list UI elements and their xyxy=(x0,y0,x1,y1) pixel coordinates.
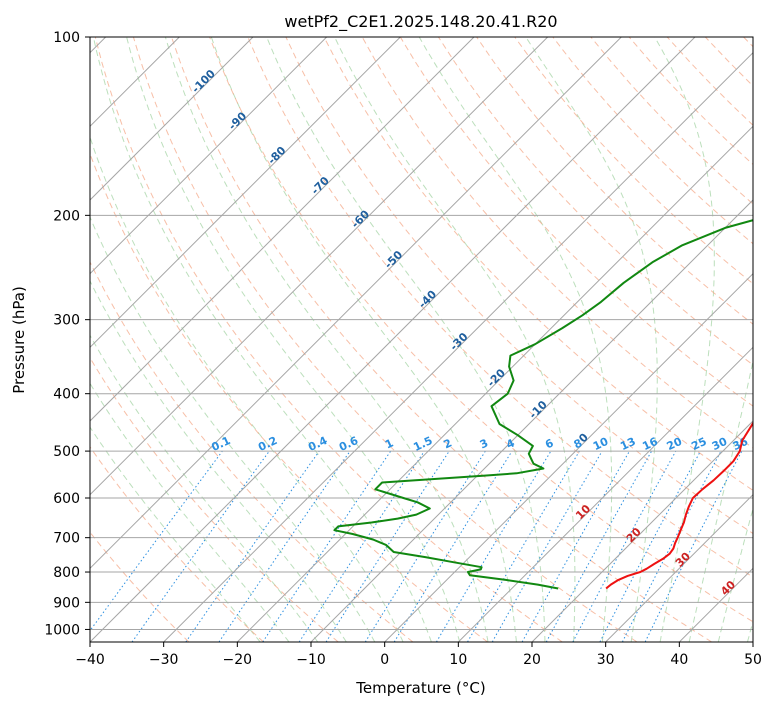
moist-adiabat-line xyxy=(266,37,546,642)
moist-adiabat-line xyxy=(418,37,613,642)
x-tick-label: 30 xyxy=(597,652,615,668)
dry-adiabat-line xyxy=(171,37,712,642)
dewpoint-profile-line xyxy=(333,219,753,590)
y-tick-label: 500 xyxy=(53,444,80,460)
isotherm-line xyxy=(90,37,622,570)
x-axis-title: Temperature (°C) xyxy=(355,679,485,697)
dry-adiabat-line xyxy=(90,356,339,642)
y-tick-label: 700 xyxy=(53,531,80,547)
x-tick-label: −30 xyxy=(149,652,179,668)
isotherm-line xyxy=(90,37,328,275)
dry-adiabat-line xyxy=(476,37,753,325)
mixing-ratio-label: 30 xyxy=(710,435,730,453)
x-tick-label: 10 xyxy=(449,652,467,668)
moist-adiabat-line xyxy=(90,135,404,642)
x-tick-label: 50 xyxy=(744,652,762,668)
mixing-ratio-line xyxy=(521,450,630,642)
x-tick-label: −40 xyxy=(75,652,105,668)
y-tick-label: 800 xyxy=(53,565,80,581)
isotherm-line xyxy=(90,37,696,642)
y-axis-title: Pressure (hPa) xyxy=(10,286,28,394)
x-tick-label: −20 xyxy=(223,652,253,668)
isotherm-line xyxy=(90,37,475,422)
y-axis-ticks: 100 200 300 400 500 600 700 800 900 1000 xyxy=(44,30,90,638)
moist-adiabat-line xyxy=(210,37,517,642)
dry-adiabat-line xyxy=(247,37,753,578)
x-tick-label: 0 xyxy=(380,652,389,668)
y-tick-label: 1000 xyxy=(44,622,80,638)
dry-adiabat-line xyxy=(209,37,753,623)
moist-adiabat-line xyxy=(90,334,319,642)
moist-adiabat-line xyxy=(90,426,261,642)
mixing-ratio-line xyxy=(131,450,270,642)
y-tick-label: 600 xyxy=(53,491,80,507)
isotherm-line xyxy=(236,125,753,642)
mixing-ratio-label: 25 xyxy=(689,435,708,453)
plot-area: 0.1 0.2 0.4 0.6 1 1.5 2 3 4 6 8 10 13 16 20 25 30 36-100-… xyxy=(90,37,753,642)
isotherm-line xyxy=(90,37,401,349)
mixing-ratio-line xyxy=(644,450,743,642)
dry-adiabat-line xyxy=(90,446,264,642)
mixing-ratio-line xyxy=(545,450,653,642)
temperature-profile-line xyxy=(605,421,753,590)
isotherm-line xyxy=(384,272,753,642)
mixing-ratio-label: 20 xyxy=(665,435,685,453)
isotherm-line xyxy=(457,346,753,642)
mixing-ratio-line xyxy=(393,450,513,642)
isotherm-line xyxy=(90,37,549,496)
mixing-ratio-line xyxy=(90,450,223,632)
mixing-ratio-label: 10 xyxy=(591,435,611,453)
y-tick-label: 100 xyxy=(53,30,80,46)
y-tick-label: 300 xyxy=(53,313,80,329)
plot-frame xyxy=(89,36,754,643)
mixing-ratio-line xyxy=(325,450,450,642)
mixing-ratio-line xyxy=(218,450,351,642)
isotherm-line xyxy=(90,37,254,201)
mixing-ratio-line xyxy=(572,450,677,642)
mixing-ratio-line xyxy=(262,450,392,642)
dry-adiabat-line xyxy=(90,260,414,642)
moist-adiabat-line xyxy=(688,358,753,642)
x-axis-ticks: −40 −30 −20 −10 0 10 20 30 40 50 xyxy=(75,642,762,668)
dry-adiabat-line xyxy=(323,37,753,491)
x-tick-label: −10 xyxy=(296,652,326,668)
isotherms xyxy=(90,37,753,642)
chart-title: wetPf2_C2E1.2025.148.20.41.R20 xyxy=(284,12,557,32)
dry-adiabat-line xyxy=(132,37,638,642)
y-tick-label: 400 xyxy=(53,387,80,403)
y-tick-label: 200 xyxy=(53,208,80,224)
moist-adiabat-line xyxy=(90,382,290,642)
plot-background xyxy=(90,37,753,642)
x-tick-label: 20 xyxy=(523,652,541,668)
moist-adiabat-line xyxy=(90,215,376,642)
isotherm-line xyxy=(605,493,753,642)
isotherm-line xyxy=(752,641,753,642)
isotherm-line xyxy=(531,420,753,642)
mixing-ratio-line xyxy=(298,450,425,642)
sounding-series xyxy=(333,219,753,590)
dry-adiabat-line xyxy=(285,37,753,535)
dry-adiabats xyxy=(90,37,753,642)
isobars xyxy=(90,37,753,630)
isotherm-line xyxy=(310,199,753,642)
moist-adiabat-line xyxy=(92,37,432,642)
mixing-ratio-label: 16 xyxy=(640,435,660,453)
moist-adiabat-line xyxy=(654,37,715,642)
x-tick-label: 40 xyxy=(670,652,688,668)
moist-adiabat-line xyxy=(525,37,658,642)
isotherm-line xyxy=(163,51,753,642)
moist-adiabat-line xyxy=(126,37,461,642)
mixing-ratio-line xyxy=(185,450,320,642)
dry-adiabat-line xyxy=(514,37,753,285)
y-tick-label: 900 xyxy=(53,595,80,611)
dry-adiabat-line xyxy=(94,37,563,642)
moist-adiabat-line xyxy=(717,506,753,642)
mixing-ratio-lines xyxy=(90,450,743,642)
mixing-ratio-label: 13 xyxy=(618,435,637,453)
